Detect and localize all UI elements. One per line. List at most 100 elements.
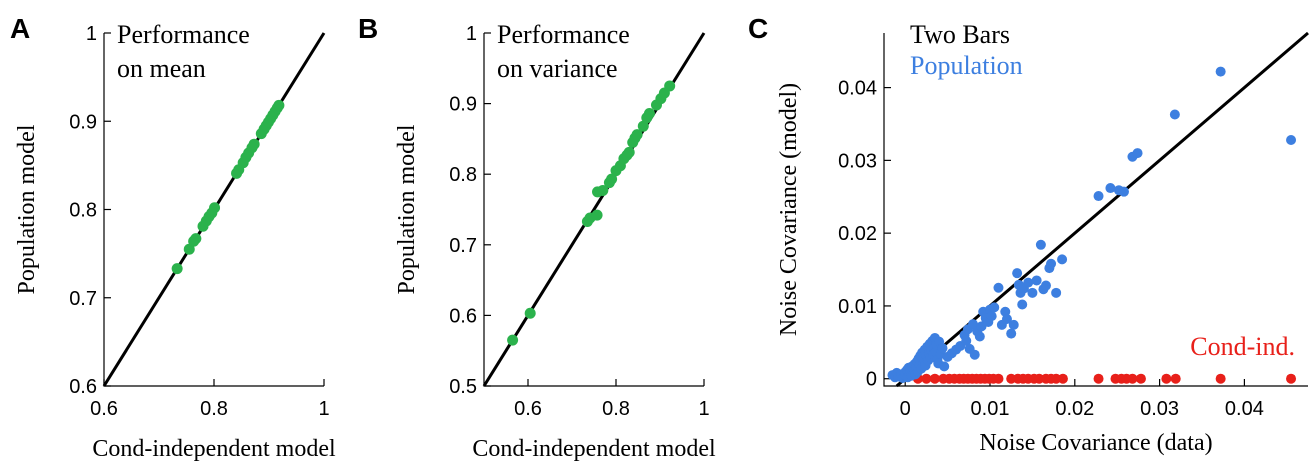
y-tick-label: 0.7 <box>449 235 477 257</box>
data-point-population <box>1118 186 1129 197</box>
y-tick-label: 0.03 <box>838 150 877 172</box>
panel-annotation: Performance <box>497 20 630 49</box>
data-point-population <box>993 282 1004 293</box>
x-tick-label: 1 <box>698 398 709 420</box>
data-point-cond-ind <box>1170 373 1181 384</box>
data-point-cond-ind <box>1286 373 1297 384</box>
data-point-population <box>974 331 985 342</box>
data-point <box>606 173 618 185</box>
data-point-population <box>1105 183 1116 194</box>
y-tick-label: 0 <box>866 369 877 391</box>
panel-annotation: Performance <box>117 20 250 49</box>
data-point-population <box>1023 277 1034 288</box>
data-point-population <box>969 349 980 360</box>
data-point-cond-ind <box>1093 373 1104 384</box>
data-point-population <box>1031 275 1042 286</box>
data-point-population <box>1093 191 1104 202</box>
x-tick-label: 0 <box>900 398 911 420</box>
data-point <box>623 146 635 158</box>
y-tick-label: 0.9 <box>69 111 97 133</box>
legend-entry: Population <box>910 51 1023 80</box>
y-tick-label: 1 <box>86 23 97 45</box>
y-tick-label: 0.8 <box>69 200 97 222</box>
y-tick-label: 0.5 <box>449 376 477 398</box>
data-point <box>664 80 676 92</box>
data-point <box>248 138 260 150</box>
data-point-cond-ind <box>1135 373 1146 384</box>
x-tick-label: 0.03 <box>1140 398 1179 420</box>
data-point-population <box>1035 239 1046 250</box>
y-tick-label: 0.6 <box>69 376 97 398</box>
data-point-population <box>968 319 979 330</box>
data-point-population <box>986 311 997 322</box>
data-point-cond-ind <box>1215 373 1226 384</box>
y-tick-label: 0.8 <box>449 164 477 186</box>
data-point-population <box>1012 268 1023 279</box>
data-point-population <box>1027 287 1038 298</box>
y-tick-label: 0.04 <box>838 78 877 100</box>
panel-a: A 0.6 0.7 0.8 0.9 1 0.6 0.8 1 Cond-independent mo… <box>10 13 336 462</box>
x-tick-label: 0.04 <box>1225 398 1264 420</box>
data-point <box>591 209 603 221</box>
data-point-population <box>961 335 972 346</box>
data-point-cond-ind <box>921 373 932 384</box>
y-tick-label: 0.01 <box>838 296 877 318</box>
x-tick-label: 0.02 <box>1055 398 1094 420</box>
data-point <box>631 129 643 141</box>
data-point-population <box>937 343 948 354</box>
data-point <box>597 184 609 196</box>
data-point-cond-ind <box>929 373 940 384</box>
data-point-population <box>1057 254 1068 265</box>
y-axis-label: Population model <box>394 124 420 294</box>
y-tick-label: 0.6 <box>449 305 477 327</box>
series-annotation-cond-ind: Cond-ind. <box>1190 332 1295 361</box>
panel-letter: A <box>10 13 30 44</box>
x-tick-label: 0.01 <box>971 398 1010 420</box>
x-axis-label: Cond-independent model <box>92 436 336 462</box>
axes <box>883 33 1308 387</box>
data-point <box>190 233 202 245</box>
x-tick-label: 0.8 <box>200 398 228 420</box>
data-point-cond-ind <box>1161 373 1172 384</box>
y-axis-label: Population model <box>14 124 40 294</box>
data-point-population <box>1008 319 1019 330</box>
data-point-population <box>1051 287 1062 298</box>
x-tick-label: 0.8 <box>602 398 630 420</box>
data-point <box>637 120 649 132</box>
data-point <box>507 334 519 346</box>
data-point <box>273 99 285 111</box>
x-axis-label: Cond-independent model <box>472 436 716 462</box>
x-tick-label: 0.6 <box>514 398 542 420</box>
data-point-population <box>1169 109 1180 120</box>
data-point-population <box>1001 314 1012 325</box>
data-point-cond-ind <box>1127 373 1138 384</box>
y-tick-label: 0.02 <box>838 223 877 245</box>
panel-b: B 0.5 0.6 0.7 0.8 0.9 1 0.6 0.8 1 Cond-independent… <box>358 13 716 462</box>
panel-c: C 0 0.01 0.02 0.03 0.04 0 0.01 0.02 0.03 0.04 Noise… <box>748 13 1309 456</box>
x-axis-label: Noise Covariance (data) <box>979 430 1212 456</box>
data-point-population <box>939 361 950 372</box>
x-tick-label: 0.6 <box>90 398 118 420</box>
panel-letter: B <box>358 13 378 44</box>
data-point-cond-ind <box>1057 373 1068 384</box>
data-point-population <box>1017 299 1028 310</box>
data-point-population <box>1286 134 1297 145</box>
data-point <box>643 107 655 119</box>
data-point-population <box>1006 328 1017 339</box>
x-tick-label: 1 <box>318 398 329 420</box>
data-point-population <box>1040 280 1051 291</box>
data-point-population <box>1046 258 1057 269</box>
y-tick-label: 0.7 <box>69 288 97 310</box>
data-point-population <box>989 302 1000 313</box>
y-axis-label: Noise Covariance (model) <box>776 83 802 336</box>
panel-annotation: on variance <box>497 54 618 83</box>
data-point <box>209 202 221 214</box>
data-point-population <box>1215 66 1226 77</box>
y-tick-label: 0.9 <box>449 94 477 116</box>
data-point <box>171 263 183 275</box>
data-point-cond-ind <box>993 373 1004 384</box>
panel-letter: C <box>748 13 768 44</box>
y-tick-label: 1 <box>466 23 477 45</box>
legend-entry: Two Bars <box>910 20 1010 49</box>
